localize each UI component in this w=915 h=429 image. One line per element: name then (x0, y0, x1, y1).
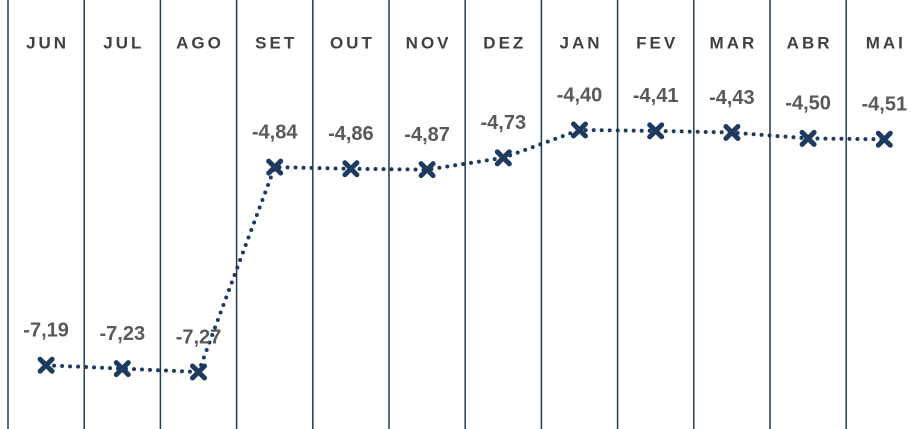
data-label: -7,23 (100, 323, 146, 345)
x-tick-label: MAR (710, 33, 758, 52)
data-label: -4,84 (252, 121, 298, 143)
line (44, 127, 887, 375)
data-label: -4,86 (328, 123, 374, 145)
data-label: -4,87 (404, 124, 450, 146)
data-label: -4,73 (481, 112, 527, 134)
marker (494, 149, 512, 167)
x-tick-label: NOV (406, 33, 452, 52)
data-label: -7,27 (176, 326, 222, 348)
x-tick-label: OUT (330, 33, 375, 52)
data-label: -4,40 (557, 84, 603, 106)
marker (113, 360, 131, 378)
data-label: -7,19 (23, 320, 69, 342)
x-tick-label: JUN (26, 33, 69, 52)
x-tick-label: FEV (636, 33, 678, 52)
x-tick-label: ABR (787, 33, 833, 52)
marker (37, 356, 55, 374)
data-label: -4,41 (633, 85, 679, 107)
marker (342, 160, 360, 178)
x-tick-label: MAI (866, 33, 906, 52)
x-tick-label: AGO (176, 33, 224, 52)
marker (723, 124, 741, 142)
data-label: -4,51 (862, 94, 908, 116)
x-tick-label: JAN (559, 33, 602, 52)
marker (875, 130, 893, 148)
marker (190, 363, 207, 381)
marker (571, 121, 588, 139)
x-tick-label: DEZ (483, 33, 526, 52)
x-tick-label: SET (255, 33, 297, 52)
marker (266, 158, 284, 176)
data-label: -4,50 (785, 93, 831, 115)
marker (799, 129, 817, 147)
data-label: -4,43 (709, 87, 755, 109)
marker (418, 161, 436, 179)
x-tick-label: JUL (103, 33, 144, 52)
marker (647, 122, 665, 140)
